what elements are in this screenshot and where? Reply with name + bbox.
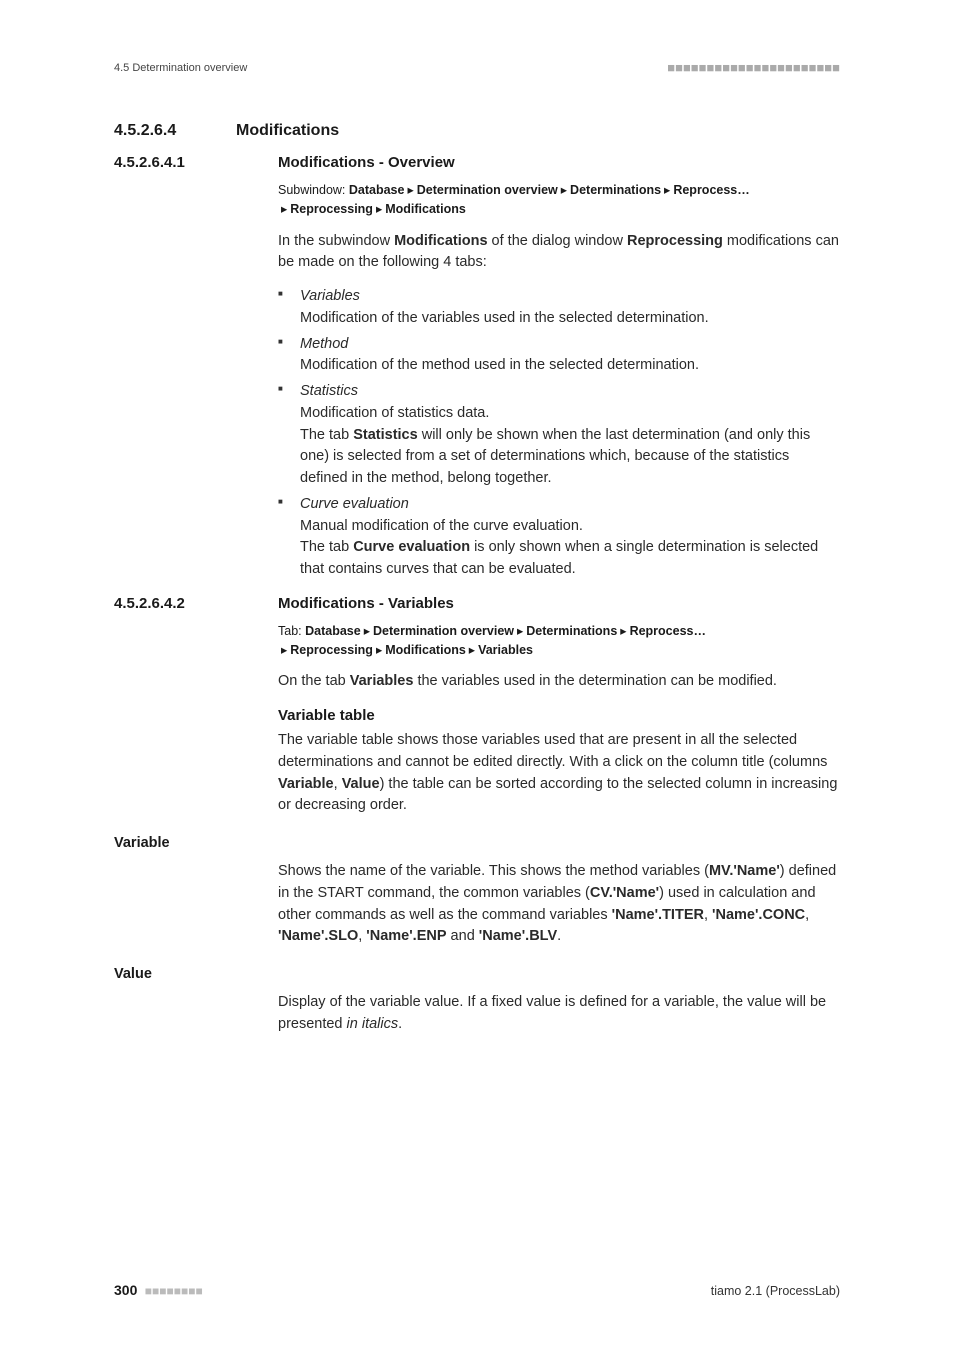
header-section-ref: 4.5 Determination overview [114,62,247,74]
bullet-title: Statistics [300,383,358,399]
breadcrumb-item: Reprocess… [630,624,706,638]
breadcrumb-item: Determination overview [417,183,558,197]
intro-paragraph: In the subwindow Modifications of the di… [278,231,840,275]
heading-title: Modifications [236,122,339,140]
variables-intro-paragraph: On the tab Variables the variables used … [278,671,840,693]
breadcrumb-item: Determinations [526,624,617,638]
bullet-title: Variables [300,288,360,304]
footer-product: tiamo 2.1 (ProcessLab) [711,1284,840,1298]
breadcrumb-item: Modifications [385,643,466,657]
page-footer: 300 ■■■■■■■■ tiamo 2.1 (ProcessLab) [114,1282,840,1298]
breadcrumb-label: Subwindow: [278,183,349,197]
breadcrumb-label: Tab: [278,624,305,638]
footer-decoration: ■■■■■■■■ [145,1284,203,1298]
breadcrumb-item: Database [305,624,361,638]
list-item: Variables Modification of the variables … [278,286,840,330]
breadcrumb-item: Database [349,183,405,197]
page-header: 4.5 Determination overview ■■■■■■■■■■■■■… [114,60,840,75]
heading-modifications-overview: 4.5.2.6.4.1 Modifications - Overview [114,154,840,171]
term-variable: Variable [114,835,840,851]
breadcrumb-tab: Tab: Database▸Determination overview▸Det… [278,622,840,660]
variable-table-paragraph: The variable table shows those variables… [278,730,840,817]
breadcrumb-subwindow: Subwindow: Database▸Determination overvi… [278,181,840,219]
tabs-bullet-list: Variables Modification of the variables … [278,286,840,581]
heading-number: 4.5.2.6.4.1 [114,154,278,171]
heading-modifications: 4.5.2.6.4 Modifications [114,122,840,140]
bullet-text: Manual modification of the curve evaluat… [300,518,583,534]
term-value: Value [114,966,840,982]
list-item: Curve evaluation Manual modification of … [278,494,840,581]
heading-title: Modifications - Overview [278,154,455,171]
variable-table-subheading: Variable table [278,707,840,724]
bullet-text: Modification of the variables used in th… [300,310,709,326]
breadcrumb-item: Reprocessing [290,643,373,657]
header-decoration: ■■■■■■■■■■■■■■■■■■■■■■ [667,60,840,75]
list-item: Statistics Modification of statistics da… [278,381,840,490]
breadcrumb-item: Modifications [385,202,466,216]
breadcrumb-item: Variables [478,643,533,657]
term-value-description: Display of the variable value. If a fixe… [278,992,840,1036]
bullet-title: Curve evaluation [300,496,409,512]
breadcrumb-item: Determinations [570,183,661,197]
bullet-text: Modification of the method used in the s… [300,357,699,373]
breadcrumb-item: Determination overview [373,624,514,638]
page-number: 300 [114,1282,137,1298]
list-item: Method Modification of the method used i… [278,334,840,378]
bullet-text: Modification of statistics data. [300,405,489,421]
heading-number: 4.5.2.6.4.2 [114,595,278,612]
bullet-title: Method [300,336,348,352]
breadcrumb-item: Reprocess… [673,183,749,197]
footer-left: 300 ■■■■■■■■ [114,1282,203,1298]
term-variable-description: Shows the name of the variable. This sho… [278,861,840,948]
heading-title: Modifications - Variables [278,595,454,612]
breadcrumb-item: Reprocessing [290,202,373,216]
heading-modifications-variables: 4.5.2.6.4.2 Modifications - Variables [114,595,840,612]
heading-number: 4.5.2.6.4 [114,122,236,140]
